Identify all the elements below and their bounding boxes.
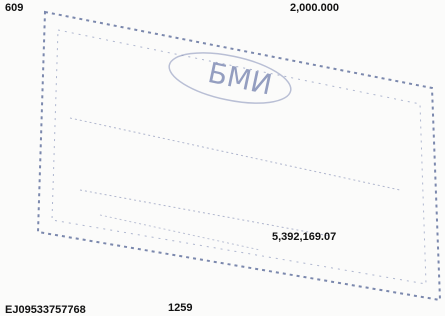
stamp-line <box>80 190 330 236</box>
reference-number: 1259 <box>168 302 192 314</box>
stamp: БМИ <box>0 0 445 316</box>
total-amount: 5,392,169.07 <box>272 231 336 243</box>
stamp-line <box>70 118 400 190</box>
amount: 609 <box>5 2 23 14</box>
stamp-border <box>38 12 440 300</box>
reference: EJ09533757768 <box>5 304 86 316</box>
amount: 2,000.000 <box>290 2 339 14</box>
stamp-text: БМИ <box>205 56 275 102</box>
document-page: БМИ 609 2,000.000 5,392,169.07 EJ0953375… <box>0 0 445 316</box>
